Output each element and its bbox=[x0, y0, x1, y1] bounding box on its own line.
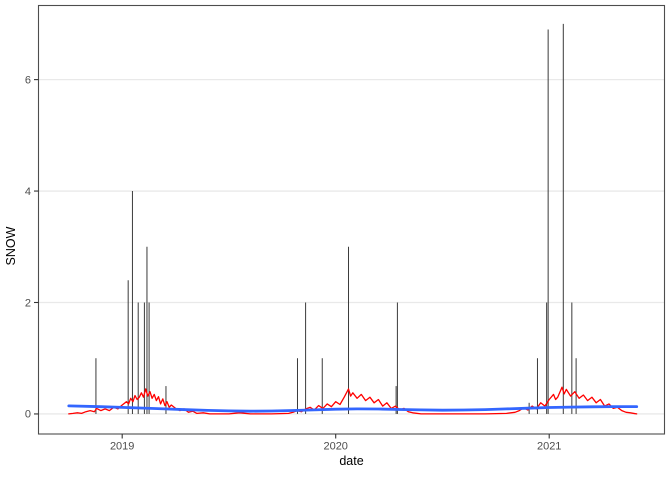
y-axis-title: SNOW bbox=[4, 226, 18, 265]
panel-border-rect bbox=[37, 4, 666, 435]
axis-ticks bbox=[34, 79, 550, 439]
x-tick-label: 2019 bbox=[110, 441, 134, 453]
x-axis-title: date bbox=[339, 454, 363, 468]
y-tick-label: 0 bbox=[25, 409, 31, 421]
panel-background bbox=[38, 5, 665, 434]
panel-border bbox=[37, 4, 666, 435]
series-layer bbox=[67, 23, 639, 415]
rolling-mean-path bbox=[68, 386, 638, 415]
plot-panel bbox=[38, 5, 665, 434]
y-tick-label: 2 bbox=[25, 297, 31, 309]
y-tick-label: 4 bbox=[25, 186, 31, 198]
x-tick-label: 2021 bbox=[537, 441, 561, 453]
x-tick-label: 2020 bbox=[323, 441, 347, 453]
gridlines bbox=[38, 78, 665, 415]
y-tick-label: 6 bbox=[25, 74, 31, 86]
smooth-trend-path bbox=[67, 404, 639, 413]
axis-tick-labels: 2019 2020 2021 0 2 4 6 bbox=[25, 74, 562, 452]
